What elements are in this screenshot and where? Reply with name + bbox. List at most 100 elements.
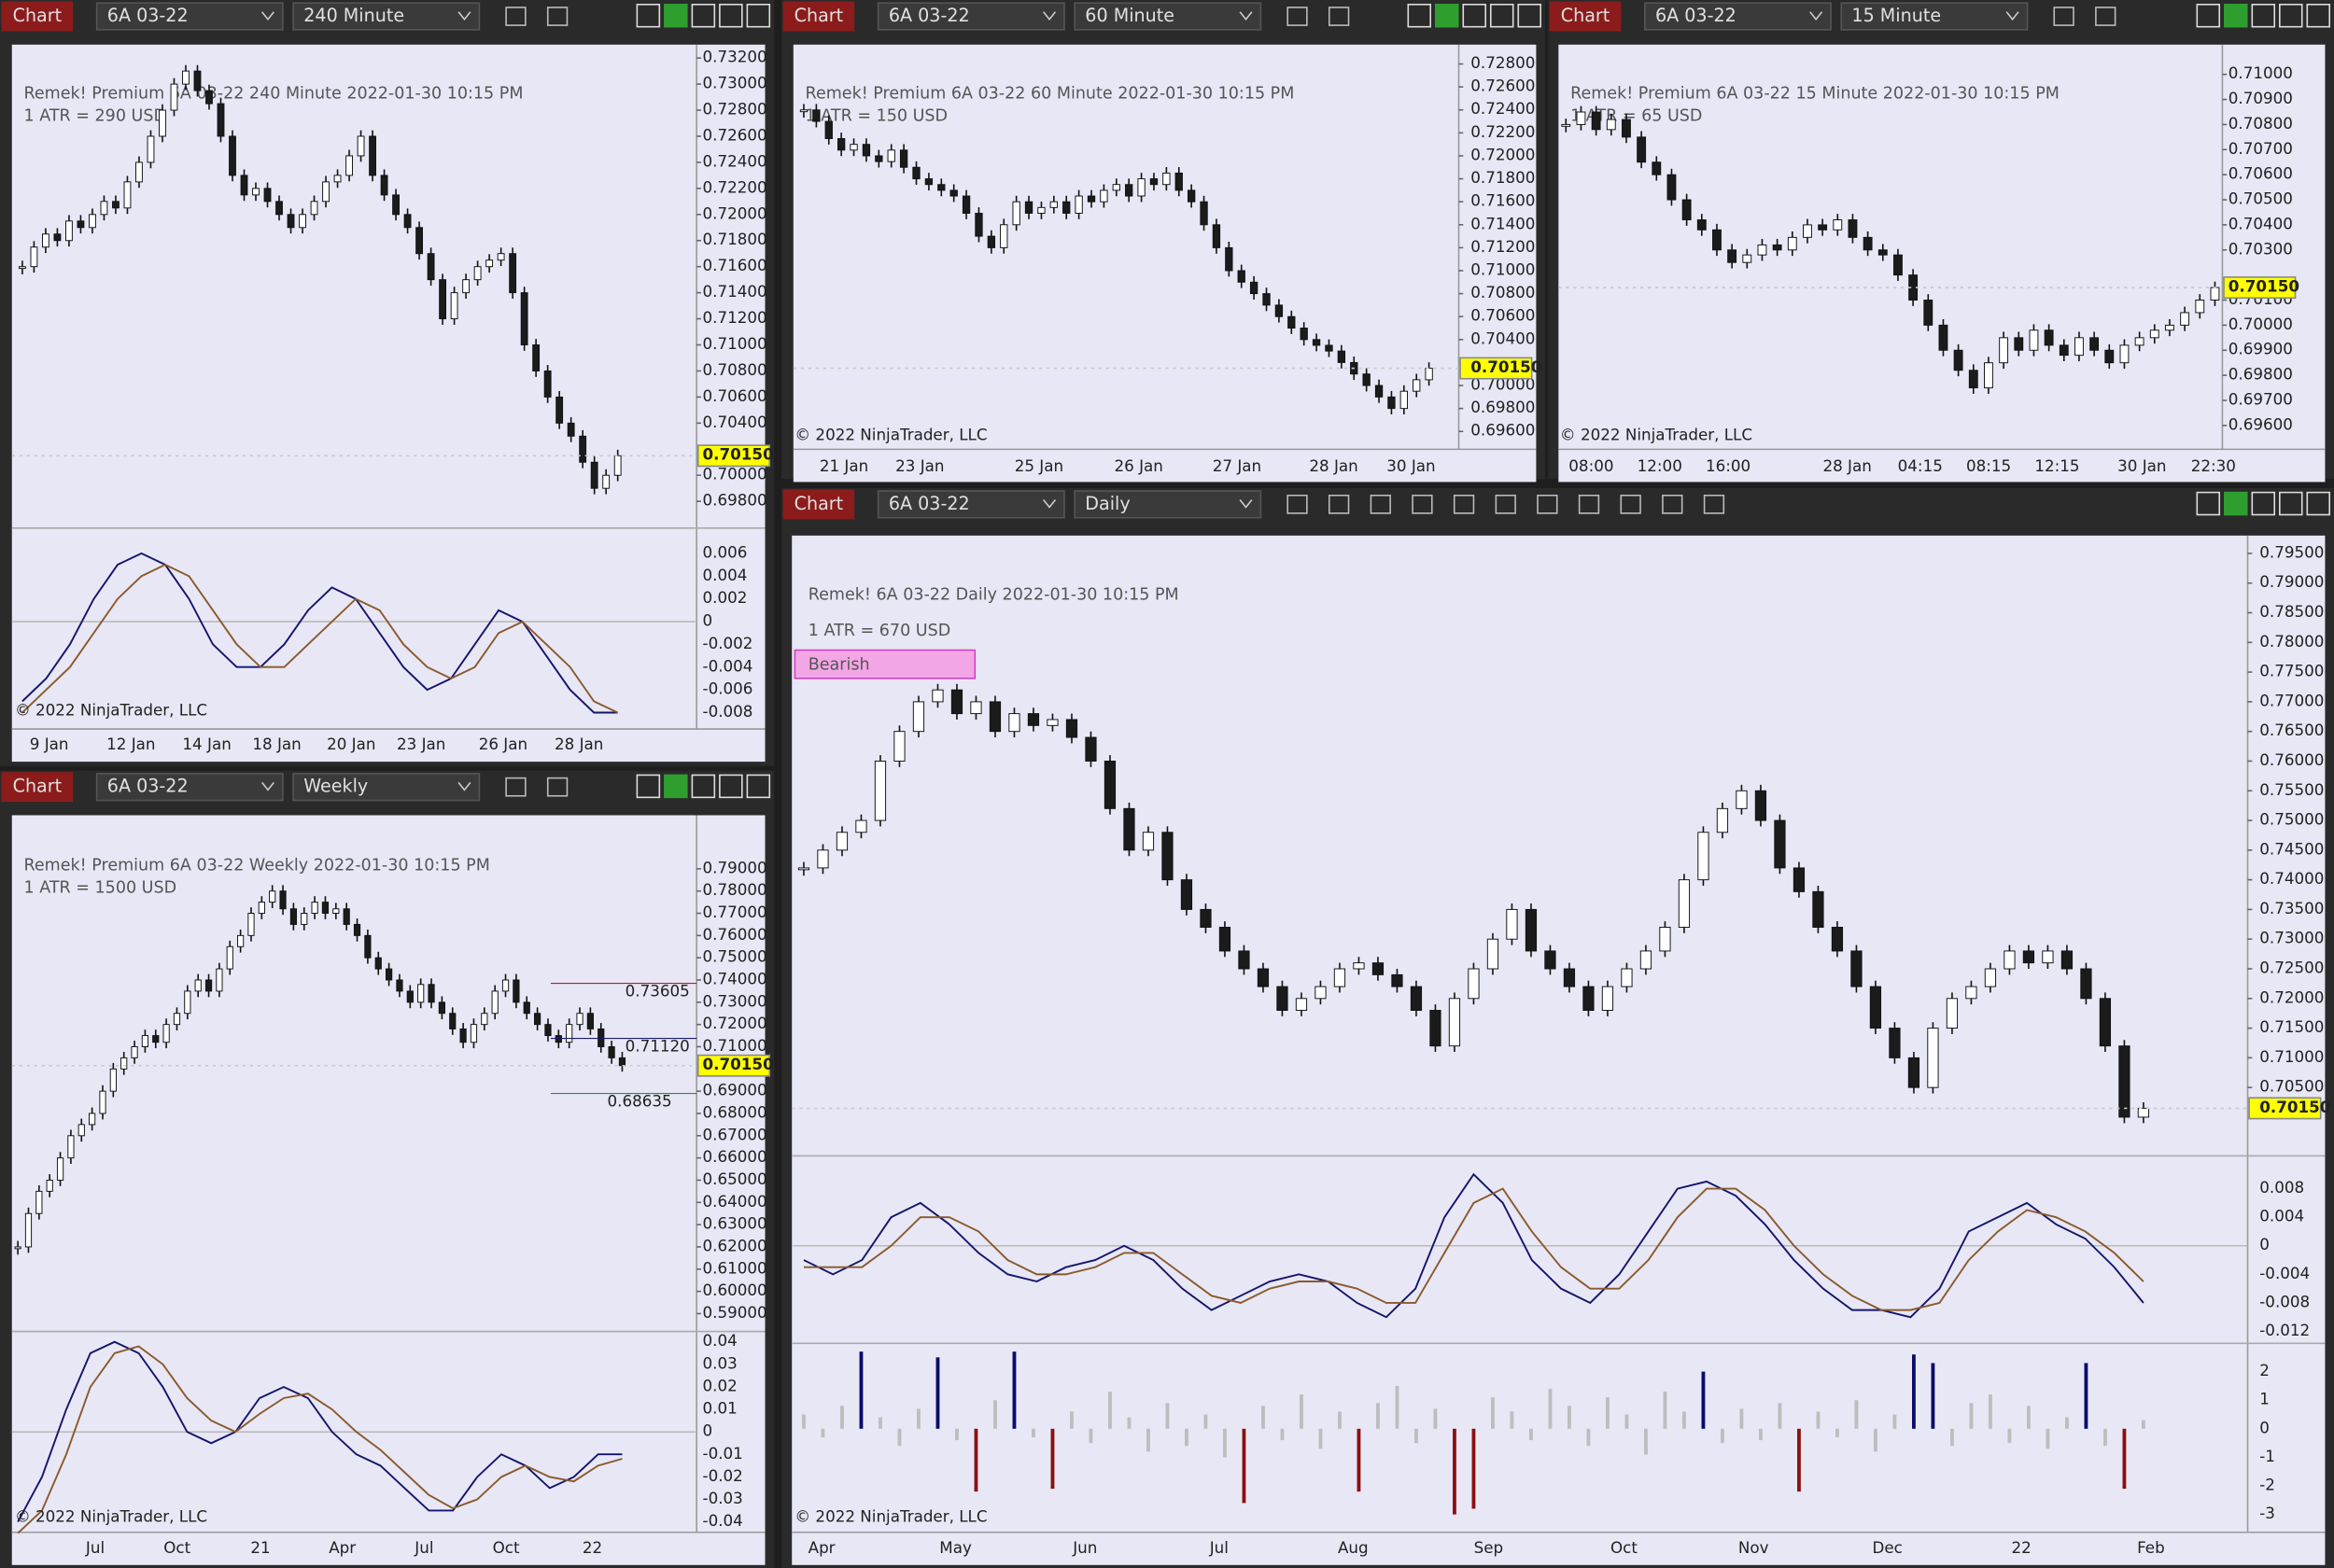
time-label: Apr: [808, 1538, 836, 1557]
time-label: 12 Jan: [106, 735, 155, 753]
toolbar-icon[interactable]: [546, 777, 569, 797]
chart-tab: [1549, 1, 1622, 32]
toolbar-icon[interactable]: [505, 7, 527, 26]
candle-body: [269, 890, 276, 903]
osc-tick-label: 0: [703, 611, 713, 630]
instrument-select[interactable]: [877, 490, 1065, 519]
toolbar-icon[interactable]: [546, 7, 569, 26]
instrument-select[interactable]: [877, 2, 1065, 31]
candle-body: [380, 175, 388, 196]
price-tick-label: 0.79000: [703, 858, 767, 876]
current-price-box: [696, 444, 771, 468]
interval-select[interactable]: [292, 2, 481, 31]
window-button[interactable]: [1434, 3, 1459, 28]
interval-value: 240 Minute: [303, 5, 404, 26]
candle-body: [1666, 174, 1677, 201]
window-button[interactable]: [2306, 3, 2331, 28]
candle-body: [1325, 344, 1333, 352]
candle-body: [369, 135, 376, 176]
instrument-select[interactable]: [95, 773, 284, 802]
toolbar-icon[interactable]: [1287, 494, 1308, 514]
toolbar-icon[interactable]: [1287, 7, 1308, 26]
window-button[interactable]: [691, 774, 716, 799]
toolbar-icon[interactable]: [1495, 494, 1516, 514]
toolbar-icon[interactable]: [1453, 494, 1475, 514]
candle-body: [1848, 219, 1858, 238]
time-label: Oct: [493, 1538, 520, 1557]
window-button[interactable]: [1517, 3, 1541, 28]
chart-tab: [1, 1, 74, 32]
interval-select[interactable]: [292, 773, 481, 802]
time-label: 04:15: [1898, 456, 1943, 475]
interval-select[interactable]: [1840, 2, 2029, 31]
toolbar-icon[interactable]: [2053, 7, 2074, 26]
instrument-select[interactable]: [95, 2, 284, 31]
candle-body: [1187, 189, 1196, 203]
histogram-bar: [1759, 1428, 1763, 1441]
window-button[interactable]: [636, 3, 661, 28]
instrument-value: 6A 03-22: [1655, 5, 1736, 26]
candle-body: [109, 1068, 117, 1092]
candle-body: [1506, 908, 1518, 940]
window-button[interactable]: [636, 774, 661, 799]
chart-tab-label: Chart: [1561, 5, 1610, 26]
window-button[interactable]: [2279, 3, 2303, 28]
window-button[interactable]: [691, 3, 716, 28]
window-button[interactable]: [2224, 491, 2248, 516]
toolbar-icon[interactable]: [1370, 494, 1391, 514]
candle-body: [415, 227, 424, 255]
time-label: 27 Jan: [1213, 456, 1261, 475]
toolbar-icon[interactable]: [1620, 494, 1641, 514]
window-button[interactable]: [1407, 3, 1432, 28]
window-button[interactable]: [1489, 3, 1514, 28]
window-button[interactable]: [1462, 3, 1486, 28]
candle-body: [77, 1124, 85, 1137]
price-tick-label: 0.75000: [703, 947, 767, 966]
price-tick-label: 0.69600: [1470, 421, 1535, 440]
candle-body: [932, 689, 944, 703]
toolbar-icon[interactable]: [1662, 494, 1683, 514]
window-button[interactable]: [2251, 491, 2276, 516]
candle-body: [602, 474, 611, 489]
toolbar-icon[interactable]: [1703, 494, 1725, 514]
price-tick-label: 0.70300: [2229, 239, 2293, 258]
candle-body: [1582, 986, 1595, 1011]
toolbar-icon[interactable]: [1412, 494, 1433, 514]
window-button[interactable]: [2196, 491, 2221, 516]
window-button[interactable]: [664, 3, 688, 28]
toolbar-icon[interactable]: [1537, 494, 1558, 514]
toolbar-icon[interactable]: [505, 777, 527, 797]
histogram-bar: [1318, 1428, 1323, 1449]
window-button[interactable]: [746, 3, 771, 28]
candle-body: [824, 120, 833, 139]
chart-header: Remek! Premium 6A 03-22 60 Minute 2022-0…: [806, 84, 1295, 103]
candle-body: [1174, 172, 1183, 191]
oscillator-line: [21, 552, 618, 714]
time-label: 21: [250, 1538, 270, 1557]
window-button[interactable]: [719, 3, 743, 28]
interval-select[interactable]: [1074, 490, 1262, 519]
price-tick-label: 0.62000: [703, 1236, 767, 1254]
window-button[interactable]: [2251, 3, 2276, 28]
price-tick-label: 0.74000: [703, 970, 767, 988]
window-button[interactable]: [664, 774, 688, 799]
window-button[interactable]: [2196, 3, 2221, 28]
window-button[interactable]: [2279, 491, 2303, 516]
toolbar-icon[interactable]: [1328, 494, 1350, 514]
interval-select[interactable]: [1074, 2, 1262, 31]
window-button[interactable]: [719, 774, 743, 799]
current-price-label: 0.70150: [2259, 1098, 2330, 1116]
histogram-bar: [1644, 1428, 1648, 1455]
price-tick-label: 0.71000: [1470, 259, 1535, 278]
candle-body: [1812, 890, 1824, 928]
candle-body: [1274, 304, 1284, 317]
candle-body: [287, 214, 295, 229]
candle-body: [1425, 368, 1433, 381]
window-button[interactable]: [2224, 3, 2248, 28]
toolbar-icon[interactable]: [1328, 7, 1350, 26]
window-button[interactable]: [2306, 491, 2331, 516]
toolbar-icon[interactable]: [1578, 494, 1600, 514]
window-button[interactable]: [746, 774, 771, 799]
toolbar-icon[interactable]: [2095, 7, 2116, 26]
instrument-select[interactable]: [1644, 2, 1832, 31]
